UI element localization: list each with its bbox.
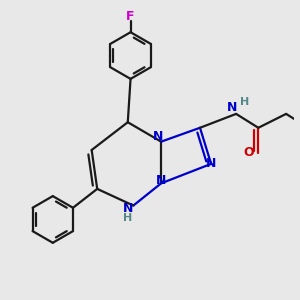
Text: O: O xyxy=(243,146,254,159)
Text: N: N xyxy=(153,130,164,142)
Text: H: H xyxy=(123,213,132,223)
Text: N: N xyxy=(206,158,216,170)
Text: F: F xyxy=(126,10,135,23)
Text: N: N xyxy=(156,174,166,187)
Text: N: N xyxy=(123,202,133,215)
Text: H: H xyxy=(240,97,249,107)
Text: N: N xyxy=(226,101,237,114)
